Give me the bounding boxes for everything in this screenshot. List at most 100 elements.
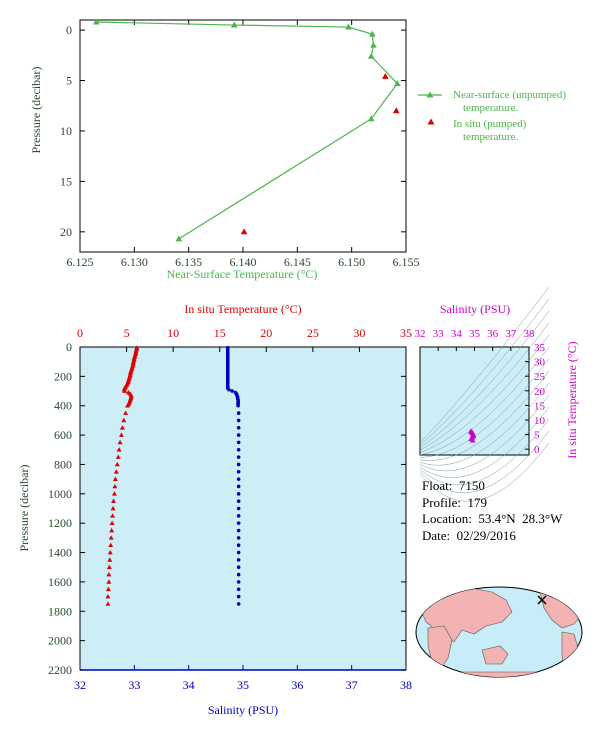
salinity-tick-label: 37	[346, 678, 358, 692]
density-contour-line	[419, 394, 550, 472]
temperature-tick-label: 20	[260, 326, 272, 340]
salinity-point	[236, 543, 241, 548]
near-surface-y-label: Pressure (decibar)	[29, 67, 43, 154]
near-surface-x-label: Near-Surface Temperature (°C)	[167, 267, 318, 281]
salinity-point	[236, 433, 241, 437]
temperature-point	[106, 579, 112, 584]
near-surface-x-tick-label: 6.125	[67, 255, 94, 269]
salinity-point	[236, 477, 241, 481]
ts-y-tick-label: 0	[534, 444, 540, 456]
salinity-point	[236, 403, 240, 408]
unpumped-point	[367, 115, 375, 122]
salinity-point	[236, 558, 241, 562]
pressure-axis-label: Pressure (decibar)	[17, 465, 31, 552]
temperature-point	[125, 403, 130, 408]
ts-x-ticks: 32 33 34 35 36 37 38	[415, 328, 535, 351]
near-surface-x-ticks: 6.125 6.130 6.135 6.140 6.145 6.150 6.155	[67, 20, 420, 269]
density-contour-line	[419, 382, 550, 466]
temperature-tick-label: 35	[400, 326, 412, 340]
pressure-tick-label: 1600	[48, 575, 72, 589]
temperature-tick-label: 0	[77, 326, 83, 340]
salinity-point	[236, 484, 241, 489]
near-surface-x-tick-label: 6.135	[175, 255, 202, 269]
ts-point	[469, 437, 476, 443]
near-surface-chart: 6.125 6.130 6.135 6.140 6.145 6.150 6.155 0 5 10…	[29, 18, 566, 281]
density-contour-line	[419, 358, 550, 458]
ts-y-label: In situ Temperature (°C)	[565, 341, 579, 458]
salinity-point	[236, 492, 241, 496]
location-label: Location:	[422, 511, 472, 526]
temperature-tick-label: 5	[124, 326, 130, 340]
float-info-block: Float: 7150 Profile: 179 Location: 53.4°…	[422, 478, 562, 544]
temperature-point	[105, 601, 111, 606]
profile-chart: 0 5 10 15 20 25 30 35 32 33 34 35 36 37 38 0 200 400 600…	[17, 302, 412, 717]
pumped-point	[392, 107, 400, 114]
salinity-axis-label: Salinity (PSU)	[208, 703, 278, 717]
profile-plot-frame	[79, 346, 407, 671]
profile-label: Profile:	[422, 494, 461, 510]
density-contour-line	[419, 286, 550, 444]
density-contour-line	[419, 418, 550, 486]
salinity-point	[236, 440, 241, 445]
density-contour-line	[419, 334, 550, 453]
unpumped-point	[175, 235, 183, 242]
world-map	[415, 586, 583, 678]
temperature-point	[117, 439, 123, 445]
ts-y-tick-label: 30	[534, 357, 546, 369]
salinity-point	[236, 425, 241, 430]
temperature-point	[122, 388, 128, 393]
unpumped-point	[393, 80, 401, 86]
unpumped-point	[92, 18, 100, 25]
temperature-point	[105, 593, 111, 599]
legend-label-unpumped-line1: Near-surface (unpumped)	[453, 89, 566, 101]
pressure-tick-label: 2000	[48, 634, 72, 648]
temperature-point	[111, 491, 117, 496]
ts-x-tick-label: 32	[415, 328, 426, 340]
salinity-tick-label: 35	[237, 678, 249, 692]
temperature-point	[112, 476, 118, 481]
temperature-point	[108, 535, 114, 540]
ts-x-title: Salinity (PSU)	[440, 302, 510, 316]
unpumped-point	[230, 21, 238, 28]
near-surface-x-tick-label: 6.155	[393, 255, 420, 269]
temperature-point	[109, 520, 115, 526]
temperature-point	[110, 513, 116, 518]
ts-y-tick-label: 25	[534, 371, 546, 383]
salinity-point	[236, 572, 241, 577]
pressure-tick-label: 400	[54, 399, 72, 413]
density-contour-line	[419, 430, 550, 494]
near-surface-y-tick-label: 20	[60, 225, 72, 239]
temperature-point	[109, 527, 115, 533]
float-location-marker	[537, 595, 547, 605]
ts-x-tick-label: 35	[469, 328, 481, 340]
temperature-point	[108, 542, 114, 548]
salinity-tick-label: 33	[128, 678, 140, 692]
ts-series	[468, 428, 477, 443]
near-surface-y-tick-label: 5	[66, 74, 72, 88]
density-contour-line	[419, 370, 550, 461]
pumped-point	[382, 72, 389, 79]
near-surface-y-tick-label: 10	[60, 124, 72, 138]
density-contour-line	[419, 346, 550, 456]
pressure-tick-label: 2200	[48, 663, 72, 677]
salinity-point	[227, 387, 231, 392]
near-surface-x-tick-label: 6.150	[338, 255, 365, 269]
near-surface-plot-frame	[79, 19, 407, 253]
salinity-point	[236, 514, 241, 518]
salinity-point	[236, 565, 241, 570]
temperature-point	[106, 564, 112, 570]
salinity-point	[236, 411, 241, 415]
temperature-point	[110, 505, 116, 511]
near-surface-x-tick-label: 6.145	[284, 255, 311, 269]
unpumped-point	[370, 41, 377, 48]
near-surface-y-tick-label: 15	[60, 174, 72, 188]
profile-value: 179	[467, 494, 488, 510]
unpumped-point	[367, 52, 375, 59]
salinity-point	[230, 389, 234, 393]
salinity-point	[236, 521, 241, 525]
salinity-point	[236, 536, 241, 540]
temperature-point	[105, 586, 111, 592]
density-contour-line	[419, 442, 550, 502]
near-surface-legend: Near-surface (unpumped) temperature. In …	[418, 89, 566, 143]
